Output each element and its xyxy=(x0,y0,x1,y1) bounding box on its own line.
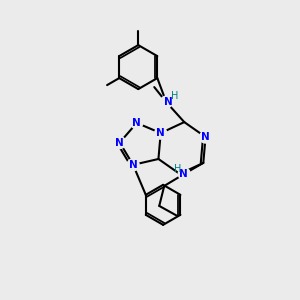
Text: H: H xyxy=(174,164,181,174)
Text: N: N xyxy=(129,160,137,170)
Text: N: N xyxy=(201,132,210,142)
Circle shape xyxy=(114,136,126,148)
Text: N: N xyxy=(164,97,172,107)
Circle shape xyxy=(155,127,167,139)
Text: N: N xyxy=(132,118,141,128)
Text: N: N xyxy=(115,138,124,148)
Text: H: H xyxy=(171,91,178,101)
Circle shape xyxy=(160,96,172,108)
Circle shape xyxy=(200,131,211,143)
Text: N: N xyxy=(179,169,188,179)
Text: N: N xyxy=(156,128,165,138)
Circle shape xyxy=(178,168,190,180)
Circle shape xyxy=(127,159,139,171)
Circle shape xyxy=(131,117,143,129)
